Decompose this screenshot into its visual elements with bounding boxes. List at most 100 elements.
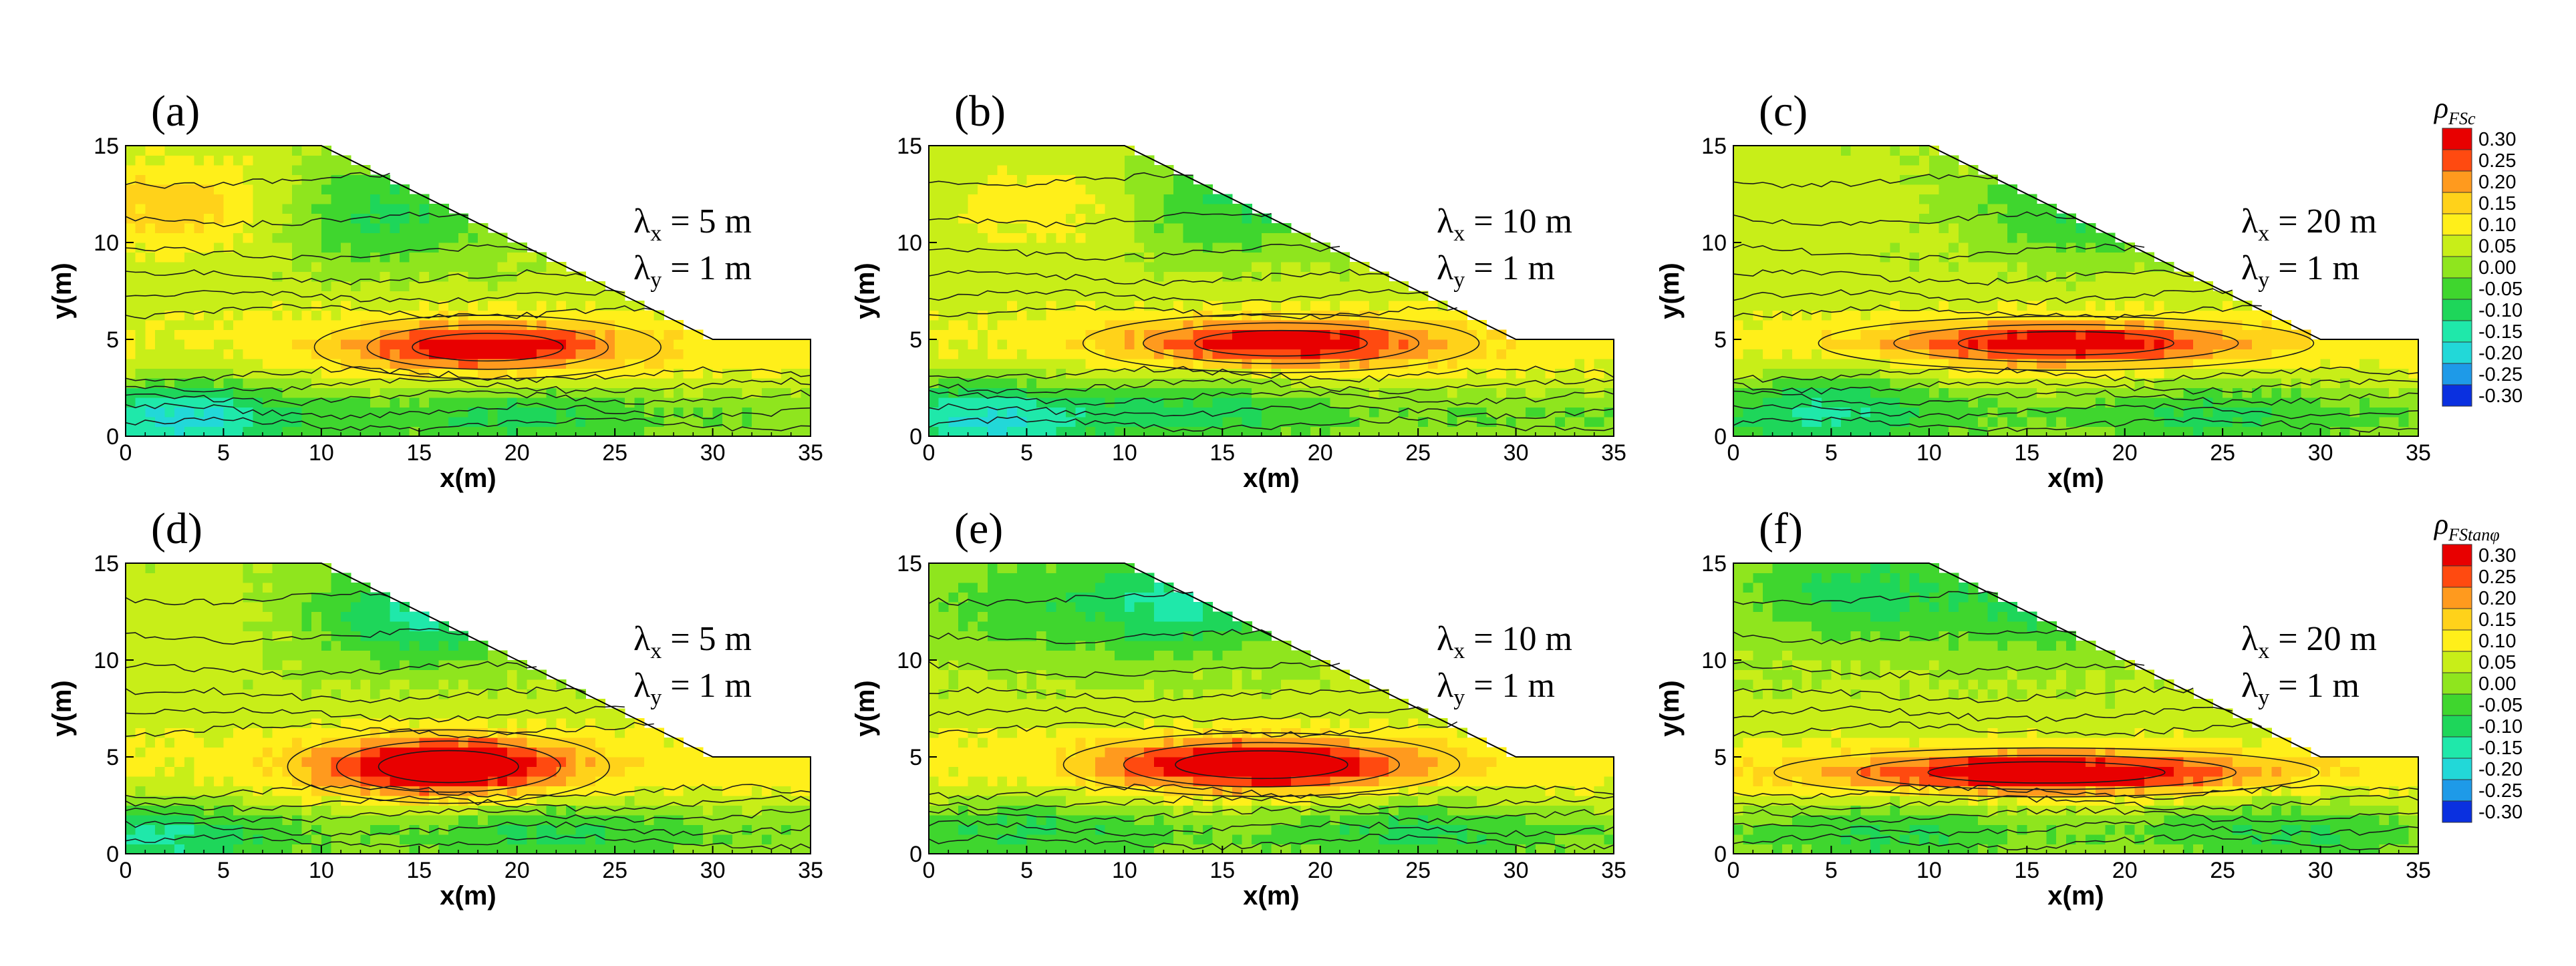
- field-cell: [154, 738, 166, 748]
- field-cell: [282, 359, 293, 369]
- field-cell: [1290, 339, 1301, 350]
- field-cell: [1762, 252, 1773, 263]
- field-cell: [2144, 320, 2155, 331]
- field-cell: [1066, 301, 1077, 311]
- field-cell: [350, 271, 361, 282]
- field-cell: [341, 213, 351, 224]
- field-cell: [223, 194, 234, 204]
- field-cell: [204, 824, 214, 835]
- contour-line: [125, 402, 811, 420]
- field-cell: [1134, 426, 1145, 437]
- field-cell: [400, 378, 410, 389]
- field-cell: [1046, 320, 1056, 331]
- field-cell: [1890, 204, 1900, 214]
- field-cell: [1222, 232, 1233, 243]
- field-cell: [1242, 426, 1252, 437]
- field-cell: [978, 310, 988, 321]
- field-cell: [1016, 232, 1027, 243]
- field-cell: [272, 407, 283, 418]
- field-cell: [2223, 426, 2233, 437]
- field-cell: [2036, 397, 2047, 408]
- field-cell: [1085, 426, 1096, 437]
- field-cell: [2320, 368, 2331, 379]
- field-cell: [164, 262, 175, 273]
- field-cell: [674, 407, 684, 418]
- field-cell: [791, 359, 801, 369]
- field-cell: [321, 349, 332, 359]
- field-cell: [556, 301, 567, 311]
- field-cell: [1056, 281, 1066, 292]
- field-cell: [1271, 329, 1282, 340]
- field-cell: [1467, 339, 1477, 350]
- field-cell: [742, 407, 752, 418]
- field-cell: [537, 301, 547, 311]
- field-cell: [370, 271, 381, 282]
- lambda-x-annotation: λx = 5 m: [633, 202, 752, 246]
- field-cell: [987, 397, 998, 408]
- field-cell: [213, 339, 224, 350]
- field-cell: [1105, 281, 1115, 292]
- field-cell: [1841, 339, 1852, 350]
- field-cell: [341, 417, 351, 428]
- field-cell: [194, 738, 204, 748]
- field-cell: [2017, 223, 2027, 234]
- field-cell: [2115, 243, 2126, 253]
- field-cell: [1467, 320, 1477, 331]
- field-cell: [1516, 407, 1526, 418]
- field-cell: [1340, 349, 1350, 359]
- field-cell: [2105, 339, 2116, 350]
- field-cell: [1949, 262, 1959, 273]
- field-cell: [507, 378, 518, 389]
- field-cell: [791, 397, 801, 408]
- field-cell: [1477, 387, 1487, 398]
- field-cell: [702, 426, 714, 437]
- field-cell: [2134, 320, 2145, 331]
- field-cell: [1841, 146, 1852, 156]
- field-cell: [2115, 262, 2126, 273]
- field-cell: [164, 669, 175, 680]
- field-cell: [1987, 232, 1998, 243]
- field-cell: [1173, 387, 1184, 398]
- field-cell: [301, 194, 312, 204]
- field-cell: [2183, 339, 2194, 350]
- field-cell: [1173, 271, 1184, 282]
- field-cell: [1968, 213, 1979, 224]
- field-cell: [507, 368, 518, 379]
- field-cell: [184, 213, 195, 224]
- field-cell: [1594, 417, 1604, 428]
- field-cell: [1193, 417, 1203, 428]
- field-cell: [1036, 174, 1047, 185]
- field-cell: [693, 339, 704, 350]
- field-cell: [2124, 243, 2135, 253]
- field-cell: [194, 776, 204, 787]
- field-cell: [1584, 417, 1595, 428]
- field-cell: [1193, 213, 1203, 224]
- field-cell: [585, 329, 596, 340]
- field-cell: [145, 573, 156, 583]
- field-cell: [556, 359, 567, 369]
- field-cell: [164, 281, 175, 292]
- field-cell: [2027, 262, 2037, 273]
- field-cell: [546, 271, 557, 282]
- field-cell: [1496, 349, 1507, 359]
- field-cell: [1555, 339, 1566, 350]
- field-cell: [556, 426, 567, 437]
- field-cell: [458, 359, 469, 369]
- x-axis-label: x(m): [1243, 464, 1299, 493]
- field-cell: [1330, 359, 1340, 369]
- field-cell: [2115, 252, 2126, 263]
- field-cell: [487, 281, 498, 292]
- field-cell: [1085, 339, 1096, 350]
- field-cell: [1183, 194, 1193, 204]
- field-cell: [154, 155, 166, 166]
- field-cell: [1085, 146, 1096, 156]
- field-cell: [380, 359, 390, 369]
- field-cell: [929, 204, 940, 214]
- field-cell: [438, 329, 449, 340]
- field-cell: [311, 378, 322, 389]
- field-cell: [380, 387, 390, 398]
- field-cell: [2065, 407, 2077, 418]
- field-cell: [1978, 291, 1989, 301]
- field-cell: [1919, 204, 1930, 214]
- field-cell: [575, 281, 586, 292]
